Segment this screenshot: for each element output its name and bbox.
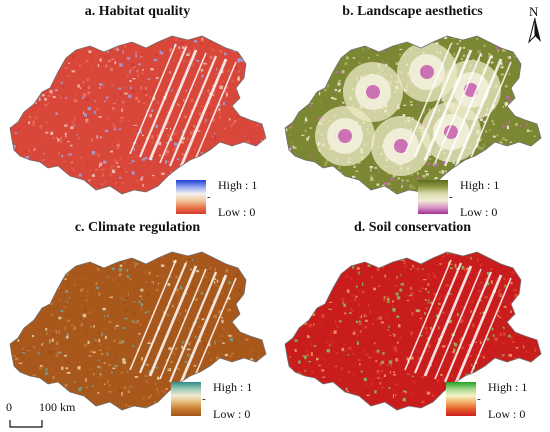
scale-bar-line (9, 420, 43, 428)
panel-climate-regulation: c. Climate regulation - High : 1 Low : 0 (0, 216, 275, 432)
legend-high-label: High : 1 (460, 178, 500, 192)
panel-soil-conservation: d. Soil conservation - High : 1 Low : 0 (275, 216, 550, 432)
panel-title: d. Soil conservation (353, 220, 472, 235)
soil-conservation-map (284, 251, 542, 411)
legend-low-label: Low : 0 (213, 407, 251, 421)
north-arrow: N (525, 4, 545, 44)
scale-zero-label: 0 (6, 400, 12, 414)
scale-distance-label: 100 km (39, 400, 76, 414)
north-arrow-icon (528, 17, 541, 44)
scale-bar: 0 100 km (6, 400, 126, 430)
legend-low-label: Low : 0 (218, 205, 256, 219)
climate-regulation-map (9, 251, 267, 411)
legend-tick: - (207, 191, 211, 203)
legend-low-label: Low : 0 (488, 407, 526, 421)
legend-high-label: High : 1 (488, 380, 528, 394)
habitat-quality-map (9, 35, 267, 195)
legend-tick: - (202, 393, 206, 405)
panel-habitat-quality: a. Habitat quality - High : 1 Low : 0 (0, 0, 275, 219)
north-label: N (529, 4, 539, 19)
color-ramp (446, 382, 476, 416)
color-ramp (171, 382, 201, 416)
panel-landscape-aesthetics: b. Landscape aesthetics - High : 1 Low :… (275, 0, 550, 219)
panel-title: a. Habitat quality (84, 4, 191, 19)
panel-title: b. Landscape aesthetics (342, 4, 483, 19)
color-ramp (176, 180, 206, 214)
legend-tick: - (449, 191, 453, 203)
panel-title: c. Climate regulation (74, 220, 201, 235)
color-ramp (418, 180, 448, 214)
legend-tick: - (477, 393, 481, 405)
legend-high-label: High : 1 (218, 178, 258, 192)
landscape-aesthetics-map (284, 35, 542, 195)
legend-low-label: Low : 0 (460, 205, 498, 219)
legend-high-label: High : 1 (213, 380, 253, 394)
